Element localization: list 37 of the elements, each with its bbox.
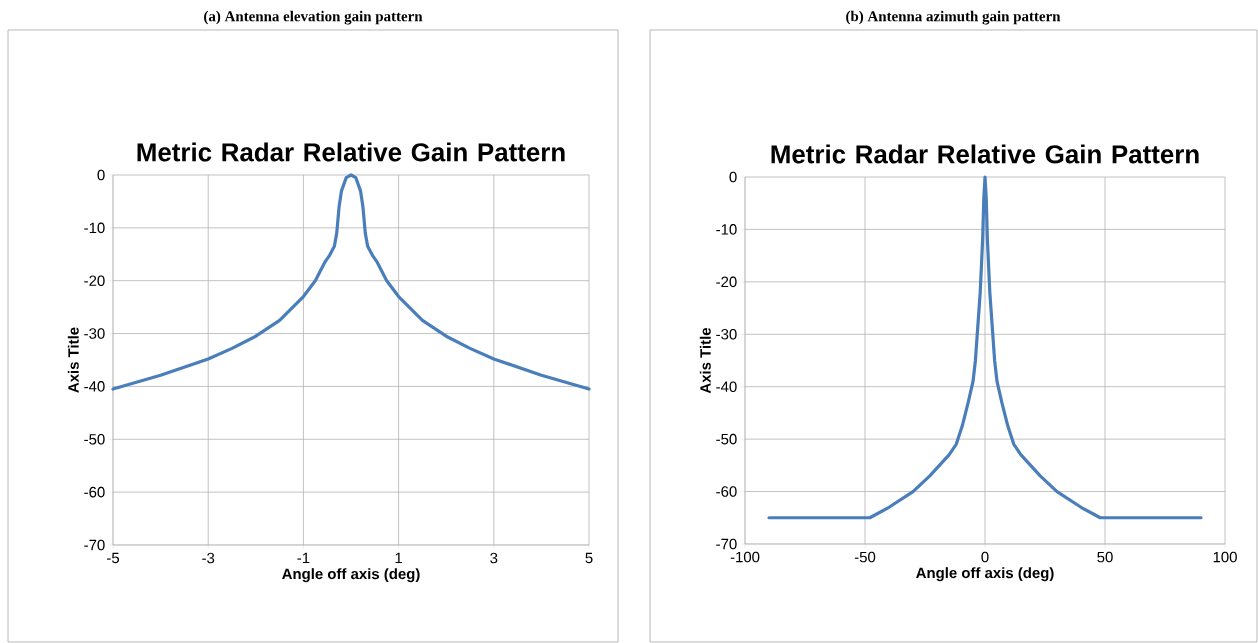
line-series	[767, 175, 1203, 520]
y-tick-label: -30	[84, 328, 105, 339]
y-tick-label: -50	[716, 433, 737, 445]
x-tick-label: -100	[730, 551, 760, 563]
x-tick-label: -50	[854, 551, 876, 563]
y-tick-label: -40	[716, 381, 737, 392]
chart-title: Metric Radar Relative Gain Pattern	[137, 142, 565, 162]
y-tick-label: -50	[84, 433, 105, 445]
line-series	[111, 173, 591, 391]
chart-title: Metric Radar Relative Gain Pattern	[771, 144, 1199, 164]
y-tick-label: -20	[84, 275, 105, 286]
y-tick-label: -70	[716, 538, 737, 550]
x-tick-label: -3	[202, 552, 215, 564]
x-tick-label: -1	[297, 552, 310, 564]
x-axis-title: Angle off axis (deg)	[916, 567, 1054, 582]
x-tick-label: 5	[585, 552, 593, 564]
y-tick-label: -20	[716, 276, 737, 288]
y-tick-label: 0	[97, 169, 105, 181]
x-tick-label: -5	[107, 552, 120, 564]
x-tick-label: 100	[1213, 551, 1237, 563]
text: (a) Antenna elevation gain pattern	[204, 10, 423, 25]
y-tick-label: -30	[716, 328, 737, 340]
y-tick-label: -60	[84, 486, 105, 498]
x-axis-title: Angle off axis (deg)	[282, 568, 420, 583]
y-axis-title: Axis Title	[67, 327, 79, 393]
x-tick-label: 50	[1097, 551, 1113, 563]
x-tick-label: 1	[395, 552, 403, 564]
x-tick-label: 3	[490, 552, 498, 564]
y-tick-label: 0	[729, 171, 737, 183]
y-tick-label: -70	[84, 539, 105, 551]
y-tick-label: -10	[716, 224, 737, 235]
text: (b) Antenna azimuth gain pattern	[846, 10, 1061, 25]
y-tick-label: -10	[84, 222, 105, 234]
y-axis-title: Axis Title	[699, 327, 711, 394]
y-tick-label: -40	[84, 381, 105, 392]
y-tick-label: -60	[716, 486, 737, 497]
x-tick-label: 0	[981, 551, 989, 563]
